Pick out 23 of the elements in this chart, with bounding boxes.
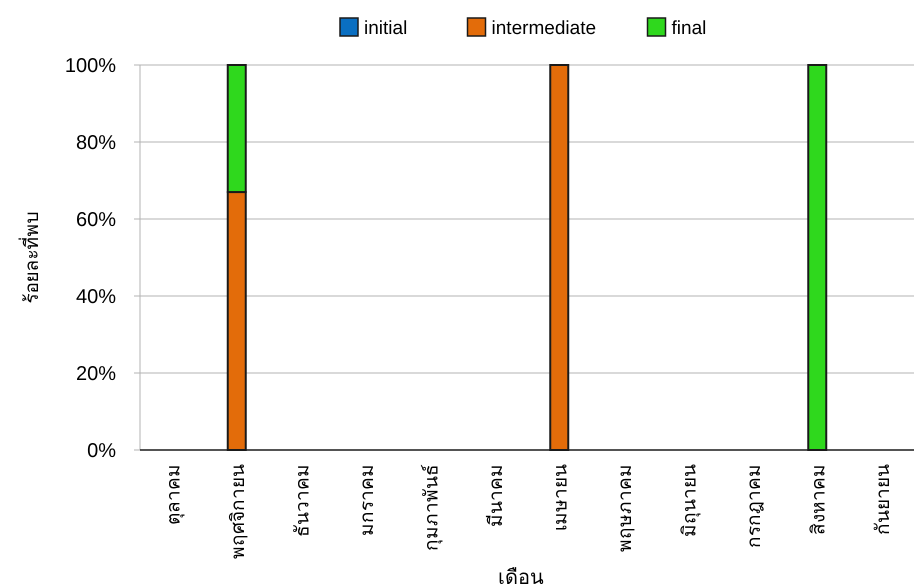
x-tick-label: มิถุนายน [679, 464, 702, 537]
y-tick-label: 100% [64, 55, 116, 77]
x-tick-label: พฤศจิกายน [228, 464, 249, 559]
y-tick-label: 40% [76, 286, 116, 308]
legend-label: initial [364, 18, 408, 39]
y-tick-label: 0% [87, 440, 116, 462]
x-tick-label: ธันวาคม [292, 464, 314, 537]
x-tick-label: พฤษภาคม [614, 464, 636, 552]
legend-label: final [672, 18, 706, 39]
x-axis-title: เดือน [498, 567, 544, 587]
x-tick-label: กันยายน [872, 464, 894, 535]
x-tick-label: มีนาคม [484, 464, 507, 527]
x-tick-label: มกราคม [356, 464, 378, 536]
y-tick-label: 60% [76, 209, 116, 231]
y-axis-title: ร้อยละที่พบ [18, 212, 43, 304]
x-tick-label: สิงหาคม [808, 464, 830, 535]
y-tick-label: 80% [76, 132, 116, 154]
x-tick-label: ตุลาคม [163, 464, 186, 525]
x-tick-label: กรกฎาคม [744, 464, 765, 548]
y-tick-label: 20% [76, 363, 116, 385]
x-tick-label: กุมภาพันธ์ [420, 464, 444, 551]
x-tick-label: เมษายน [550, 464, 572, 531]
legend-label: intermediate [492, 18, 596, 39]
